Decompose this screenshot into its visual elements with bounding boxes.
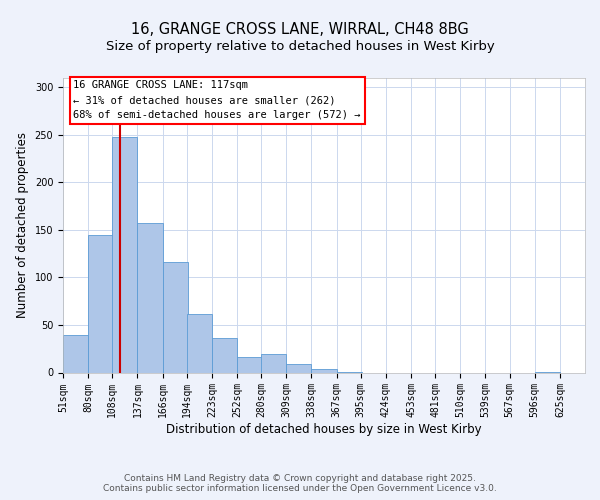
Bar xyxy=(212,338,237,372)
Bar xyxy=(112,138,137,372)
X-axis label: Distribution of detached houses by size in West Kirby: Distribution of detached houses by size … xyxy=(166,423,482,436)
Bar xyxy=(311,368,337,372)
Bar xyxy=(261,354,286,372)
Text: Size of property relative to detached houses in West Kirby: Size of property relative to detached ho… xyxy=(106,40,494,53)
Bar xyxy=(137,223,163,372)
Bar xyxy=(163,262,188,372)
Bar xyxy=(237,358,262,372)
Text: 16 GRANGE CROSS LANE: 117sqm
← 31% of detached houses are smaller (262)
68% of s: 16 GRANGE CROSS LANE: 117sqm ← 31% of de… xyxy=(73,80,361,120)
Bar xyxy=(88,234,113,372)
Bar xyxy=(286,364,311,372)
Text: Contains HM Land Registry data © Crown copyright and database right 2025.: Contains HM Land Registry data © Crown c… xyxy=(124,474,476,483)
Bar xyxy=(63,336,88,372)
Y-axis label: Number of detached properties: Number of detached properties xyxy=(16,132,29,318)
Text: 16, GRANGE CROSS LANE, WIRRAL, CH48 8BG: 16, GRANGE CROSS LANE, WIRRAL, CH48 8BG xyxy=(131,22,469,38)
Bar xyxy=(187,314,212,372)
Text: Contains public sector information licensed under the Open Government Licence v3: Contains public sector information licen… xyxy=(103,484,497,493)
